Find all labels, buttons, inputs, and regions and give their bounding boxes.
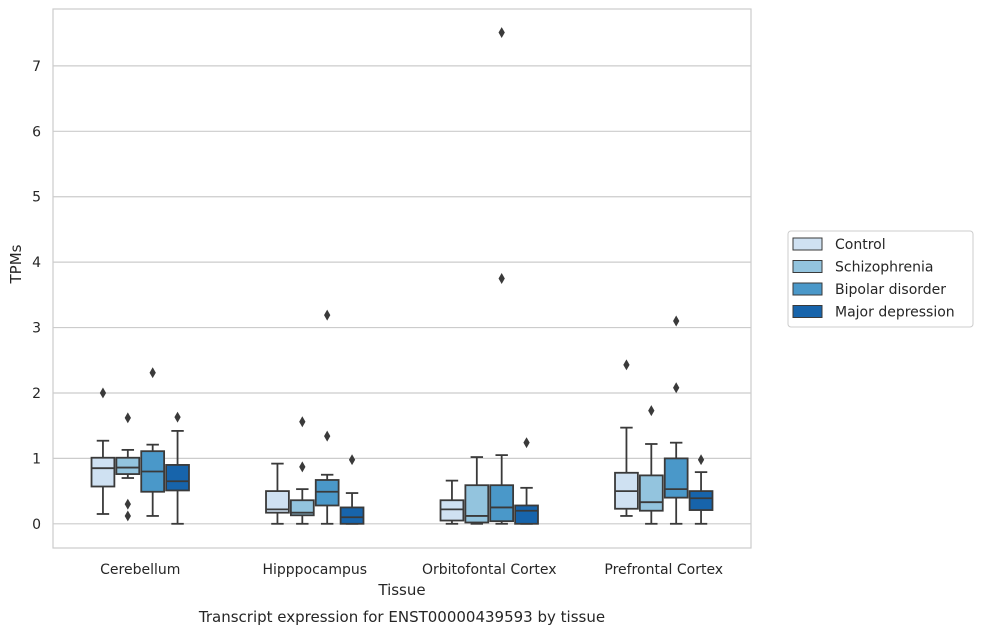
box-plot — [90, 387, 116, 515]
outlier-marker — [498, 273, 505, 284]
y-tick-label: 7 — [32, 59, 41, 75]
y-tick-label: 3 — [32, 321, 41, 337]
box-plot — [489, 27, 515, 525]
legend-swatch — [792, 237, 823, 251]
box — [439, 499, 465, 522]
box-plot — [439, 479, 465, 525]
outlier-marker — [124, 412, 131, 424]
box-plot — [140, 367, 166, 517]
x-tick-label: Orbitofontal Cortex — [422, 562, 557, 578]
y-tick-label: 4 — [32, 255, 41, 271]
legend-label: Schizophrenia — [835, 260, 933, 276]
y-tick-label: 5 — [32, 190, 41, 206]
box-plot — [165, 411, 190, 525]
outlier-marker — [498, 27, 505, 39]
x-tick-label: Hipppocampus — [262, 562, 367, 578]
outlier-marker — [348, 454, 356, 466]
x-axis-label: Tissue — [377, 581, 425, 599]
box — [90, 456, 116, 488]
box — [115, 456, 141, 475]
box — [514, 504, 539, 525]
legend-item: Major depression — [792, 305, 955, 321]
outlier-marker — [149, 367, 156, 379]
legend-label: Control — [835, 237, 886, 253]
box — [638, 474, 664, 512]
box — [289, 499, 315, 517]
outlier-marker — [673, 315, 680, 327]
outlier-marker — [673, 382, 680, 394]
box-plot — [314, 309, 340, 525]
box-plot — [265, 462, 290, 525]
outlier-marker — [324, 430, 331, 442]
outlier-marker — [99, 387, 107, 399]
outlier-marker — [124, 510, 131, 522]
outlier-marker — [299, 461, 306, 473]
box-series — [90, 27, 714, 525]
y-tick-label: 0 — [32, 517, 41, 533]
legend-item: Schizophrenia — [792, 260, 933, 276]
chart-caption: Transcript expression for ENST0000043959… — [198, 608, 605, 626]
legend-label: Bipolar disorder — [835, 282, 946, 298]
outlier-marker — [697, 454, 705, 466]
box — [688, 490, 714, 511]
box-plot — [663, 315, 689, 525]
outlier-marker — [299, 416, 306, 428]
box — [464, 484, 490, 524]
legend-item: Bipolar disorder — [792, 282, 946, 298]
y-tick-label: 2 — [32, 386, 41, 402]
legend-item: Control — [792, 237, 886, 253]
x-tick-label: Cerebellum — [100, 562, 180, 578]
y-tick-labels: 0 1 2 3 4 5 6 7 — [32, 59, 41, 533]
box — [339, 506, 365, 525]
x-tick-label: Prefrontal Cortex — [604, 562, 723, 578]
box — [314, 479, 340, 507]
box-plot — [115, 412, 141, 522]
outlier-marker — [124, 498, 131, 510]
box-plot — [464, 456, 490, 525]
box-plot — [339, 454, 365, 525]
legend-swatch — [792, 260, 823, 273]
y-axis-label: TPMs — [7, 244, 25, 284]
box-plot — [638, 405, 664, 525]
x-tick-labels: Cerebellum Hipppocampus Orbitofontal Corte… — [100, 562, 723, 578]
legend: Control Schizophrenia Bipolar disorder Majo… — [787, 230, 974, 328]
legend-label: Major depression — [835, 305, 955, 321]
box-plot — [688, 454, 714, 525]
outlier-marker — [324, 309, 331, 321]
y-tick-label: 6 — [32, 124, 41, 140]
box — [165, 464, 190, 492]
plot-frame — [52, 8, 752, 549]
grid-lines — [53, 65, 751, 525]
box-plot — [514, 437, 539, 525]
outlier-marker — [174, 411, 181, 423]
box — [265, 490, 290, 514]
y-tick-label: 1 — [32, 451, 41, 467]
box-plot — [289, 416, 315, 525]
outlier-marker — [523, 437, 530, 449]
box — [489, 484, 515, 523]
outlier-marker — [623, 359, 630, 371]
legend-frame — [787, 230, 974, 328]
outlier-marker — [648, 405, 655, 417]
box — [663, 457, 689, 499]
legend-swatch — [792, 305, 823, 318]
legend-swatch — [792, 282, 823, 296]
box-plot — [614, 359, 639, 517]
